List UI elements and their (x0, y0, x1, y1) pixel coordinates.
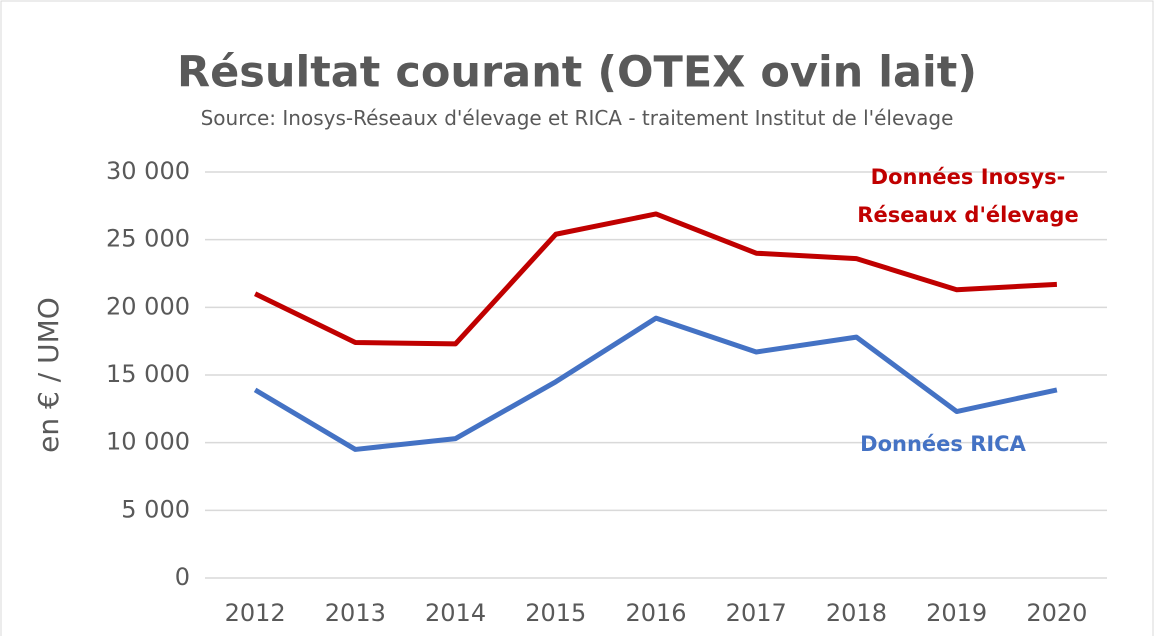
series-line (253, 315, 1058, 452)
series-label: Données RICA (860, 432, 1026, 456)
chart-title: Résultat courant (OTEX ovin lait) (177, 48, 977, 98)
x-tick-label: 2012 (225, 599, 286, 627)
x-tick-label: 2016 (625, 599, 686, 627)
y-tick-label: 20 000 (106, 292, 190, 320)
series-line (254, 211, 1058, 347)
series-label: Données Inosys-Réseaux d'élevage (857, 165, 1079, 227)
x-tick-label: 2019 (926, 599, 987, 627)
y-tick-label: 30 000 (106, 157, 190, 185)
x-tick-label: 2013 (325, 599, 386, 627)
y-tick-label: 15 000 (106, 360, 190, 388)
y-tick-label: 25 000 (106, 225, 190, 253)
y-tick-label: 0 (175, 563, 190, 591)
x-tick-label: 2014 (425, 599, 486, 627)
y-axis-label: en € / UMO (32, 297, 65, 453)
chart-subtitle: Source: Inosys-Réseaux d'élevage et RICA… (200, 106, 954, 130)
x-tick-label: 2018 (826, 599, 887, 627)
x-tick-label: 2017 (726, 599, 787, 627)
y-tick-label: 10 000 (106, 428, 190, 456)
x-tick-label: 2015 (525, 599, 586, 627)
x-tick-label: 2020 (1026, 599, 1087, 627)
y-tick-label: 5 000 (121, 495, 190, 523)
